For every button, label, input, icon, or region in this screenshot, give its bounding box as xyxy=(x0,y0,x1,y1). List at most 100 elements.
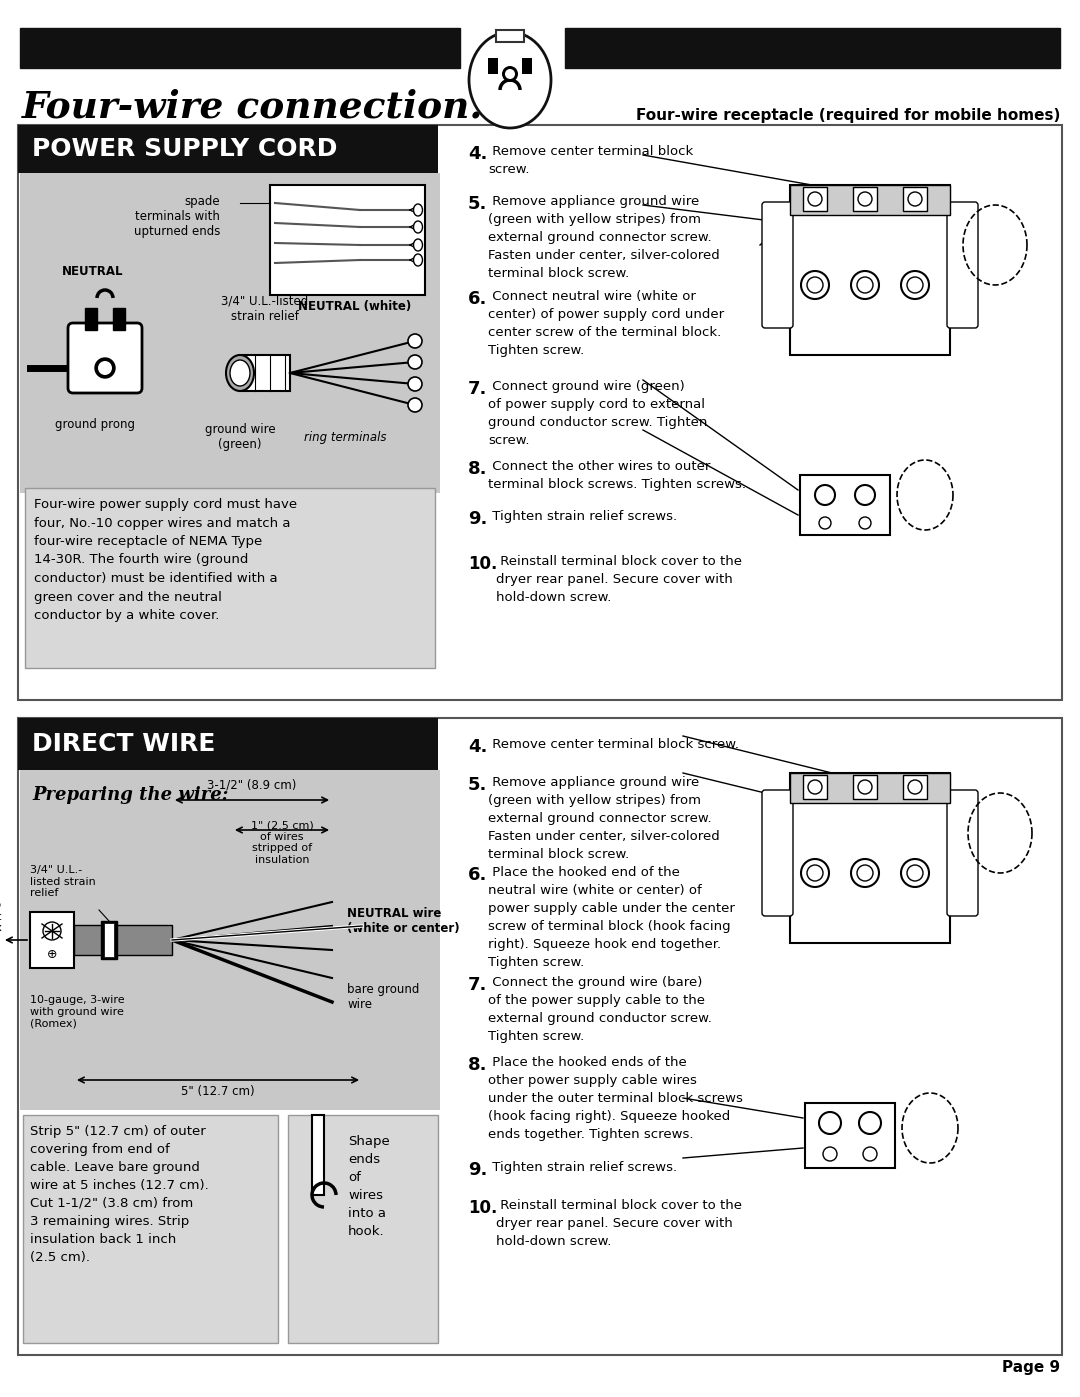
Text: 9.: 9. xyxy=(468,510,487,528)
Bar xyxy=(270,184,426,295)
Ellipse shape xyxy=(230,360,249,386)
Text: to
disconnect
box: to disconnect box xyxy=(0,900,2,933)
Text: ground prong: ground prong xyxy=(55,418,135,432)
Text: Remove appliance ground wire
(green with yellow stripes) from
external ground co: Remove appliance ground wire (green with… xyxy=(488,196,719,279)
FancyBboxPatch shape xyxy=(947,789,978,916)
Bar xyxy=(903,775,927,799)
Bar xyxy=(800,475,890,535)
Text: NEUTRAL wire
(white or center): NEUTRAL wire (white or center) xyxy=(347,907,460,935)
Text: bare ground
wire: bare ground wire xyxy=(347,983,419,1011)
Circle shape xyxy=(505,68,515,80)
Text: Place the hooked ends of the
other power supply cable wires
under the outer term: Place the hooked ends of the other power… xyxy=(488,1056,743,1141)
Circle shape xyxy=(98,360,112,374)
Text: Connect neutral wire (white or
center) of power supply cord under
center screw o: Connect neutral wire (white or center) o… xyxy=(488,291,724,358)
Bar xyxy=(30,912,75,968)
Text: 5" (12.7 cm): 5" (12.7 cm) xyxy=(181,1085,255,1098)
Text: NEUTRAL (white): NEUTRAL (white) xyxy=(298,300,411,313)
FancyBboxPatch shape xyxy=(68,323,141,393)
Text: 10.: 10. xyxy=(468,555,498,573)
Text: Page 9: Page 9 xyxy=(1002,1361,1059,1375)
FancyBboxPatch shape xyxy=(762,203,793,328)
Circle shape xyxy=(807,865,823,882)
Bar xyxy=(789,773,950,943)
Bar xyxy=(903,187,927,211)
Circle shape xyxy=(908,780,922,793)
Text: ring terminals: ring terminals xyxy=(303,432,387,444)
Circle shape xyxy=(859,1112,881,1134)
Bar xyxy=(25,488,435,668)
Text: 6.: 6. xyxy=(468,291,487,307)
Circle shape xyxy=(907,865,923,882)
Circle shape xyxy=(408,334,422,348)
Bar xyxy=(522,59,532,74)
Text: 4.: 4. xyxy=(468,145,487,163)
Bar xyxy=(75,925,172,956)
Bar xyxy=(18,124,438,173)
Bar xyxy=(312,1115,324,1194)
Text: Reinstall terminal block cover to the
dryer rear panel. Secure cover with
hold-d: Reinstall terminal block cover to the dr… xyxy=(496,1199,742,1248)
Text: 8.: 8. xyxy=(468,1056,487,1074)
Circle shape xyxy=(823,1147,837,1161)
Text: 3-1/2" (8.9 cm): 3-1/2" (8.9 cm) xyxy=(207,780,297,792)
Bar xyxy=(21,770,440,1111)
Circle shape xyxy=(858,780,872,793)
Bar xyxy=(104,923,114,957)
Circle shape xyxy=(408,398,422,412)
Text: Four-wire power supply cord must have
four, No.-10 copper wires and match a
four: Four-wire power supply cord must have fo… xyxy=(33,497,297,622)
Bar xyxy=(853,187,877,211)
Circle shape xyxy=(819,1112,841,1134)
Text: Strip 5" (12.7 cm) of outer
covering from end of
cable. Leave bare ground
wire a: Strip 5" (12.7 cm) of outer covering fro… xyxy=(30,1125,208,1264)
Circle shape xyxy=(807,277,823,293)
Bar xyxy=(496,29,524,42)
Circle shape xyxy=(851,859,879,887)
Bar xyxy=(23,1115,278,1343)
Text: Tighten strain relief screws.: Tighten strain relief screws. xyxy=(488,1161,677,1173)
Text: 1" (2.5 cm)
of wires
stripped of
insulation: 1" (2.5 cm) of wires stripped of insulat… xyxy=(251,820,313,865)
Bar xyxy=(804,187,827,211)
Text: Shape
ends
of
wires
into a
hook.: Shape ends of wires into a hook. xyxy=(348,1134,390,1238)
Bar xyxy=(288,1115,438,1343)
Bar xyxy=(102,921,117,958)
Text: Four-wire receptacle (required for mobile homes): Four-wire receptacle (required for mobil… xyxy=(636,108,1059,123)
Ellipse shape xyxy=(414,239,422,251)
Ellipse shape xyxy=(226,355,254,391)
Text: Tighten strain relief screws.: Tighten strain relief screws. xyxy=(488,510,677,522)
Bar xyxy=(789,773,950,803)
Text: 6.: 6. xyxy=(468,866,487,884)
Bar xyxy=(240,355,291,391)
Circle shape xyxy=(907,277,923,293)
Text: 10-gauge, 3-wire
with ground wire
(Romex): 10-gauge, 3-wire with ground wire (Romex… xyxy=(30,995,124,1028)
Text: Connect ground wire (green)
of power supply cord to external
ground conductor sc: Connect ground wire (green) of power sup… xyxy=(488,380,707,447)
Circle shape xyxy=(819,517,831,529)
Text: DIRECT WIRE: DIRECT WIRE xyxy=(32,732,215,756)
Bar xyxy=(565,28,1059,68)
Circle shape xyxy=(901,271,929,299)
Circle shape xyxy=(408,355,422,369)
Text: Remove center terminal block
screw.: Remove center terminal block screw. xyxy=(488,145,693,176)
Circle shape xyxy=(95,358,114,379)
Text: spade
terminals with
upturned ends: spade terminals with upturned ends xyxy=(134,196,220,237)
Circle shape xyxy=(859,517,870,529)
Text: 3/4" U.L.-listed
strain relief: 3/4" U.L.-listed strain relief xyxy=(221,295,309,323)
Circle shape xyxy=(858,277,873,293)
Text: Preparing the wire:: Preparing the wire: xyxy=(32,787,228,805)
Text: 3/4" U.L.-
listed strain
relief: 3/4" U.L.- listed strain relief xyxy=(30,865,96,898)
Text: Four-wire connection...: Four-wire connection... xyxy=(22,88,510,124)
Bar xyxy=(804,775,827,799)
Ellipse shape xyxy=(414,221,422,233)
Circle shape xyxy=(502,66,518,82)
Circle shape xyxy=(908,191,922,205)
Circle shape xyxy=(43,922,60,940)
Bar xyxy=(18,718,1062,1355)
Text: Reinstall terminal block cover to the
dryer rear panel. Secure cover with
hold-d: Reinstall terminal block cover to the dr… xyxy=(496,555,742,604)
Text: Remove appliance ground wire
(green with yellow stripes) from
external ground co: Remove appliance ground wire (green with… xyxy=(488,775,719,861)
Circle shape xyxy=(858,865,873,882)
Ellipse shape xyxy=(469,32,551,129)
Circle shape xyxy=(858,191,872,205)
Text: 10.: 10. xyxy=(468,1199,498,1217)
Circle shape xyxy=(855,485,875,504)
Circle shape xyxy=(801,271,829,299)
Bar xyxy=(21,28,460,68)
Bar xyxy=(789,184,950,215)
Text: 9.: 9. xyxy=(468,1161,487,1179)
